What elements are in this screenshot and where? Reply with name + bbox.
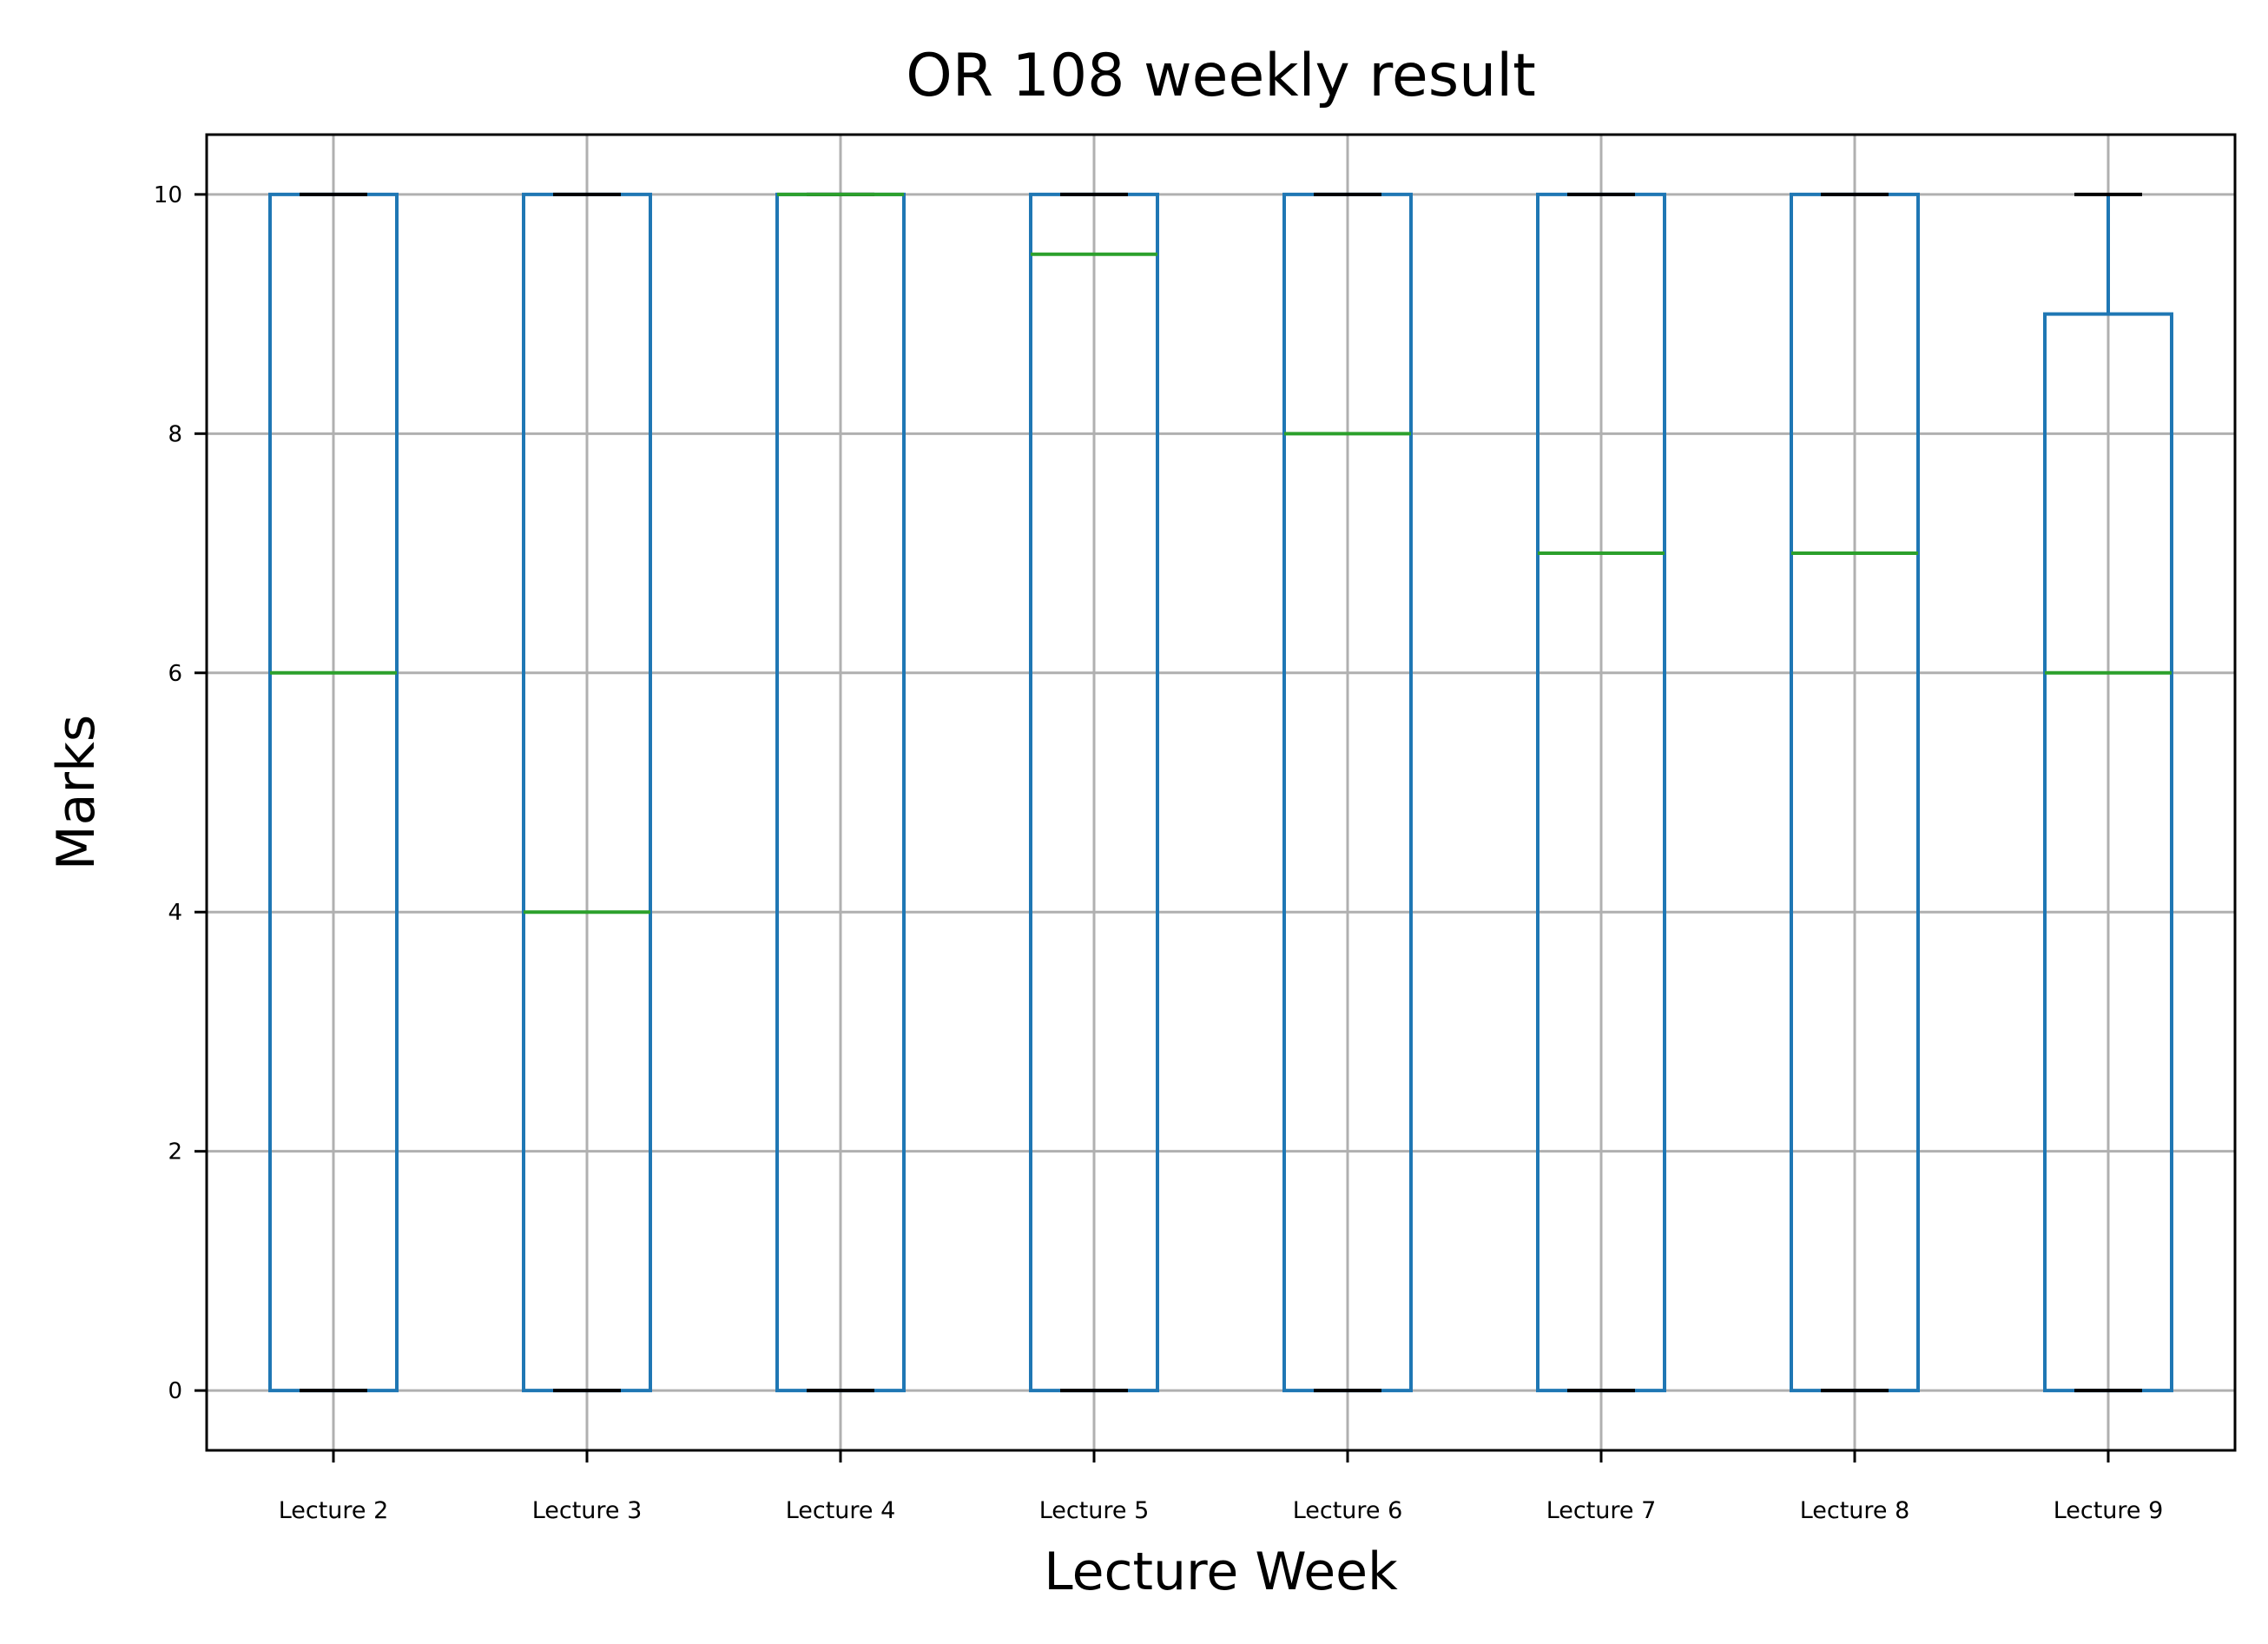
- x-axis-label: Lecture Week: [1044, 1542, 1398, 1602]
- y-tick-label: 2: [168, 1139, 182, 1165]
- x-tick-label: Lecture 4: [786, 1497, 896, 1524]
- y-tick-label: 8: [168, 421, 182, 447]
- box-3: [775, 192, 906, 1393]
- x-tick-label: Lecture 5: [1039, 1497, 1150, 1524]
- x-tick-label: Lecture 2: [279, 1497, 389, 1524]
- x-tick-label: Lecture 8: [1800, 1497, 1910, 1524]
- box-6: [1536, 192, 1666, 1393]
- x-tick-label: Lecture 9: [2054, 1497, 2164, 1524]
- y-axis-label: Marks: [46, 715, 107, 870]
- box-1: [268, 192, 399, 1393]
- y-tick-label: 6: [168, 661, 182, 687]
- axis-ticks: 0 2 4 6 8 10 Lecture 2 Lecture 3 Lecture 4 Lectur…: [154, 182, 2163, 1524]
- y-tick-label: 10: [154, 182, 182, 208]
- box-7: [1790, 192, 1920, 1393]
- y-tick-label: 4: [168, 900, 182, 926]
- box-2: [522, 192, 652, 1393]
- box-5: [1282, 192, 1413, 1393]
- y-tick-label: 0: [168, 1378, 182, 1404]
- x-tick-label: Lecture 7: [1546, 1497, 1657, 1524]
- plot-frame: [205, 133, 2237, 1452]
- chart-title: OR 108 weekly result: [906, 42, 1536, 110]
- grid-lines: [207, 135, 2235, 1450]
- x-tick-label: Lecture 6: [1293, 1497, 1403, 1524]
- box-4: [1029, 192, 1159, 1393]
- x-tick-label: Lecture 3: [532, 1497, 643, 1524]
- box-series: [268, 192, 2173, 1393]
- box-8: [2043, 192, 2173, 1393]
